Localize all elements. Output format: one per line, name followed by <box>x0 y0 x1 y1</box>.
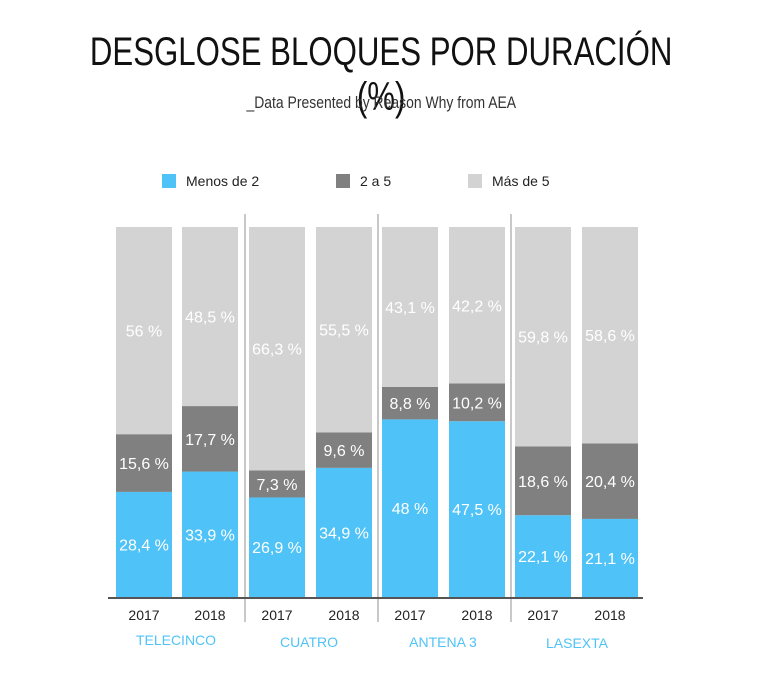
bar-segment <box>382 227 438 387</box>
bar-segment <box>116 227 172 435</box>
legend-swatch <box>336 174 350 188</box>
bar-segment <box>515 515 571 597</box>
data-label: 48,5 % <box>185 310 235 327</box>
data-label: 26,9 % <box>252 540 302 557</box>
bar-segment <box>582 518 638 597</box>
group-label: TELECINCO <box>136 632 216 648</box>
bar-segment <box>582 443 638 519</box>
bar-segment <box>316 467 372 597</box>
x-tick-label: 2017 <box>527 607 558 623</box>
bar-segment <box>249 470 305 498</box>
chart-subtitle: _Data Presented by Reason Why from AEA <box>246 93 517 112</box>
bar-segment <box>449 227 505 384</box>
data-label: 58,6 % <box>585 328 635 345</box>
x-tick-label: 2018 <box>461 607 492 623</box>
data-label: 22,1 % <box>518 549 568 566</box>
bar-segment <box>182 471 238 597</box>
bar-segment <box>515 446 571 516</box>
data-label: 59,8 % <box>518 330 568 347</box>
data-label: 43,1 % <box>385 300 435 317</box>
x-tick-label: 2018 <box>328 607 359 623</box>
data-label: 33,9 % <box>185 527 235 544</box>
data-label: 15,6 % <box>119 456 169 473</box>
bar-segment <box>116 491 172 597</box>
bar-segment <box>382 386 438 420</box>
bar-segment <box>449 421 505 597</box>
bar-segment <box>249 497 305 597</box>
group-label: ANTENA 3 <box>409 634 477 650</box>
bar-segment <box>116 434 172 492</box>
bar-segment <box>182 406 238 472</box>
data-label: 28,4 % <box>119 537 169 554</box>
legend-swatch <box>468 174 482 188</box>
data-label: 20,4 % <box>585 474 635 491</box>
x-tick-label: 2017 <box>261 607 292 623</box>
legend-label: Menos de 2 <box>186 173 259 189</box>
data-label: 55,5 % <box>319 323 369 340</box>
bar-segment <box>249 227 305 471</box>
bar-segment <box>515 227 571 447</box>
data-label: 66,3 % <box>252 342 302 359</box>
group-label: CUATRO <box>280 634 338 650</box>
legend-label: 2 a 5 <box>360 173 391 189</box>
data-label: 10,2 % <box>452 395 502 412</box>
data-label: 7,3 % <box>257 477 298 494</box>
data-label: 56 % <box>126 324 162 341</box>
chart-title: DESGLOSE BLOQUES POR DURACIÓN (%) <box>89 30 673 119</box>
data-label: 47,5 % <box>452 502 502 519</box>
legend-label: Más de 5 <box>492 173 550 189</box>
data-label: 17,7 % <box>185 432 235 449</box>
legend-swatch <box>162 174 176 188</box>
data-label: 48 % <box>392 501 428 518</box>
bar-segment <box>449 383 505 422</box>
bar-segment <box>182 227 238 407</box>
x-tick-label: 2018 <box>194 607 225 623</box>
data-label: 34,9 % <box>319 525 369 542</box>
data-label: 42,2 % <box>452 298 502 315</box>
bar-segment <box>316 432 372 468</box>
x-tick-label: 2017 <box>394 607 425 623</box>
group-label: LASEXTA <box>546 635 609 651</box>
x-tick-label: 2017 <box>128 607 159 623</box>
data-label: 9,6 % <box>324 443 365 460</box>
bar-segment <box>382 419 438 597</box>
data-label: 18,6 % <box>518 474 568 491</box>
bar-segment <box>316 227 372 433</box>
x-tick-label: 2018 <box>594 607 625 623</box>
data-label: 8,8 % <box>390 396 431 413</box>
bar-segment <box>582 227 638 444</box>
data-label: 21,1 % <box>585 551 635 568</box>
